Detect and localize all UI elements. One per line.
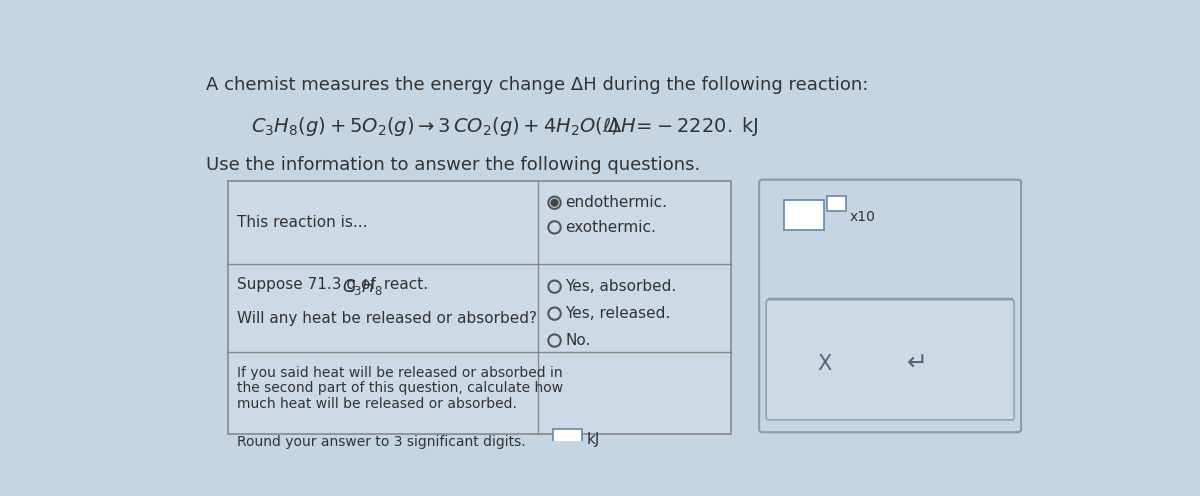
Text: exothermic.: exothermic. (565, 220, 656, 235)
Text: $\mathit{C_3H_8}(g)+5\mathit{O_2}(g) \rightarrow 3\,\mathit{CO_2}(g)+4\mathit{H_: $\mathit{C_3H_8}(g)+5\mathit{O_2}(g) \ri… (251, 115, 618, 138)
Circle shape (548, 196, 560, 209)
FancyBboxPatch shape (760, 180, 1021, 432)
Text: x10: x10 (850, 210, 876, 224)
Circle shape (548, 334, 560, 347)
Circle shape (548, 281, 560, 293)
Circle shape (548, 308, 560, 320)
Text: No.: No. (565, 333, 590, 348)
Bar (553, 429, 582, 451)
Text: $\Delta H\!=\!-2220.\;\mathrm{kJ}$: $\Delta H\!=\!-2220.\;\mathrm{kJ}$ (607, 115, 758, 138)
Text: Will any heat be released or absorbed?: Will any heat be released or absorbed? (236, 311, 536, 326)
Circle shape (548, 221, 560, 234)
Text: Round your answer to 3 significant digits.: Round your answer to 3 significant digit… (236, 435, 526, 449)
Bar (228, 181, 731, 434)
Text: $\mathit{C_3H_8}$: $\mathit{C_3H_8}$ (342, 277, 383, 298)
Bar (784, 200, 824, 231)
Text: X: X (817, 354, 832, 373)
Circle shape (551, 199, 558, 206)
Text: This reaction is...: This reaction is... (236, 215, 367, 230)
Text: A chemist measures the energy change ΔH during the following reaction:: A chemist measures the energy change ΔH … (206, 76, 868, 94)
Text: the second part of this question, calculate how: the second part of this question, calcul… (236, 381, 563, 395)
Text: If you said heat will be released or absorbed in: If you said heat will be released or abs… (236, 366, 563, 380)
Text: much heat will be released or absorbed.: much heat will be released or absorbed. (236, 397, 517, 411)
Text: Yes, released.: Yes, released. (565, 306, 671, 321)
Text: ↵: ↵ (907, 352, 928, 375)
Text: endothermic.: endothermic. (565, 195, 667, 210)
Bar (827, 196, 846, 211)
FancyBboxPatch shape (766, 300, 1014, 420)
Text: kJ: kJ (587, 433, 600, 447)
Text: react.: react. (379, 277, 428, 293)
Text: Use the information to answer the following questions.: Use the information to answer the follow… (206, 156, 700, 174)
Text: Suppose 71.3 g of: Suppose 71.3 g of (236, 277, 380, 293)
Text: Yes, absorbed.: Yes, absorbed. (565, 279, 677, 294)
